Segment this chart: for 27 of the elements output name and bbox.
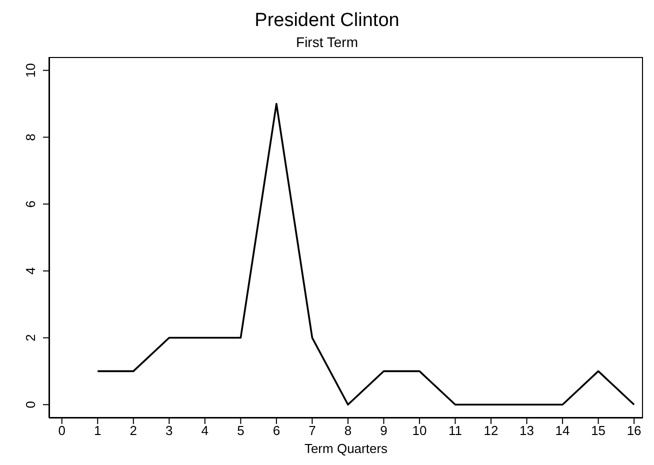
x-tick-label: 5 [237,423,244,438]
x-tick-label: 10 [412,423,427,438]
x-tick-label: 6 [272,423,280,438]
x-tick-label: 2 [130,423,138,438]
x-tick-label: 1 [94,423,102,438]
chart-title: President Clinton [254,10,400,32]
x-axis-title: Term Quarters [304,441,388,456]
x-tick-label: 7 [308,423,316,438]
chart-subtitle: First Term [295,34,359,50]
x-tick-label: 4 [201,423,209,438]
x-tick-label: 11 [448,423,462,438]
x-tick-label: 14 [555,423,570,438]
x-tick-label: 15 [591,423,606,438]
y-tick-label: 8 [23,134,38,141]
x-tick-label: 16 [626,423,642,438]
line-series [96,102,635,406]
x-tick-label: 12 [484,423,498,438]
y-tick-label: 6 [23,200,38,208]
x-tick-label: 8 [344,423,352,438]
x-tick-label: 9 [380,423,388,438]
x-tick-label: 0 [58,423,66,438]
y-tick-label: 2 [23,334,38,342]
x-tick-label: 3 [166,423,173,438]
x-tick-label: 13 [520,423,534,438]
y-tick-label: 4 [23,267,38,275]
y-tick-label: 0 [23,401,38,408]
y-tick-label: 10 [23,63,38,78]
